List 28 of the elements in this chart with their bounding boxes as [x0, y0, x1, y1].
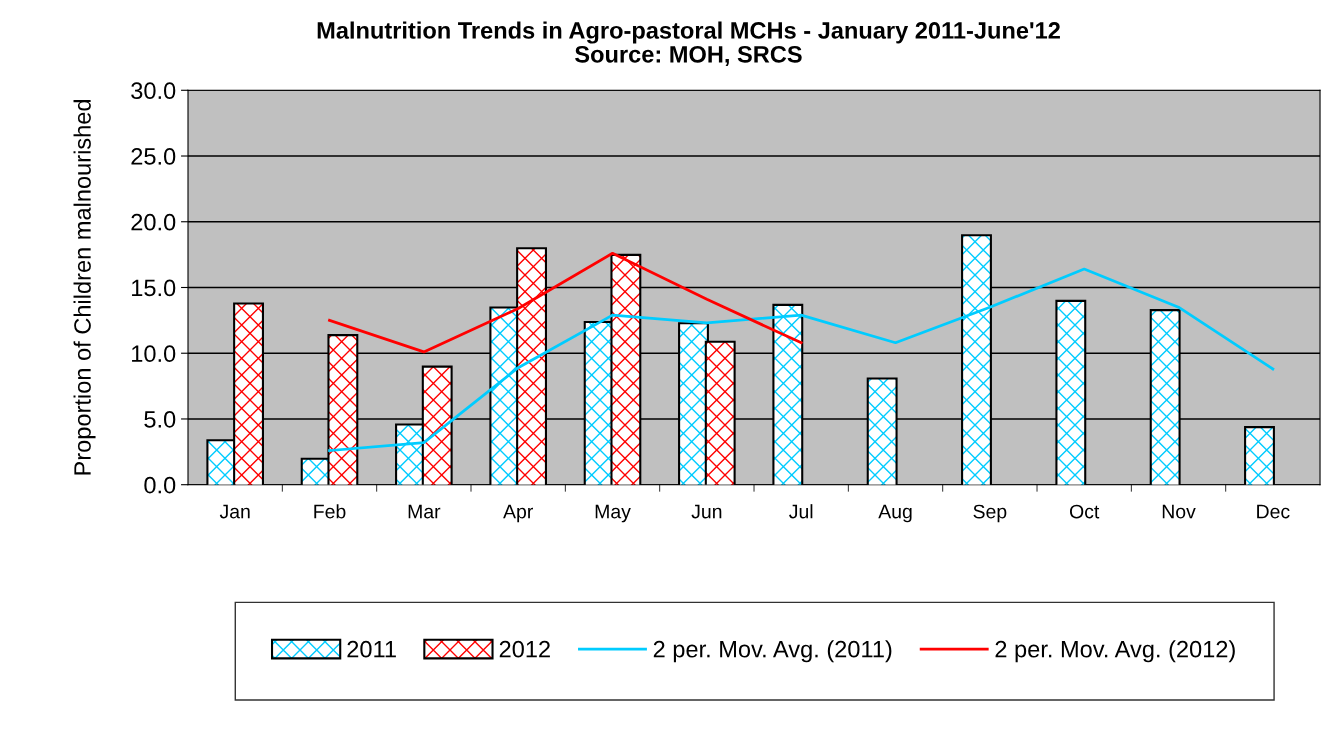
y-tick-label: 5.0 [144, 411, 176, 428]
x-tick-label: Jul [789, 504, 813, 519]
legend-label: 2011 [347, 640, 396, 658]
x-tick-label: Jan [219, 504, 250, 519]
x-tick-label: Mar [408, 504, 441, 519]
y-axis-title: Proportion of Children malnourished [73, 100, 96, 475]
x-tick-label: Nov [1162, 504, 1196, 519]
y-tick-label: 0.0 [144, 476, 176, 494]
legend-label: 2 per. Mov. Avg. (2012) [995, 640, 1235, 663]
y-tick-label: 15.0 [132, 279, 176, 297]
y-tick-label: 20.0 [131, 213, 176, 231]
x-tick-label: May [595, 504, 631, 523]
x-tick-label: Oct [1069, 504, 1100, 519]
line-series [328, 267, 1275, 452]
y-tick-label: 25.0 [131, 148, 176, 165]
x-tick-label: Jun [691, 504, 722, 519]
y-tick-label: 30.0 [131, 82, 176, 100]
legend-label: 2 per. Mov. Avg. (2011) [653, 640, 892, 663]
x-tick-label: Apr [503, 504, 533, 523]
legend-label: 2012 [499, 640, 550, 658]
chart-subtitle: Source: MOH, SRCS [575, 45, 802, 67]
x-tick-label: Sep [973, 504, 1007, 523]
chart-title: Malnutrition Trends in Agro-pastoral MCHs - January 2011-June'12 [317, 21, 1060, 44]
line-series [328, 251, 803, 354]
x-tick-label: Feb [314, 504, 346, 519]
y-tick-label: 10.0 [132, 345, 176, 363]
x-tick-label: Dec [1257, 504, 1290, 519]
x-tick-label: Aug [878, 504, 912, 523]
